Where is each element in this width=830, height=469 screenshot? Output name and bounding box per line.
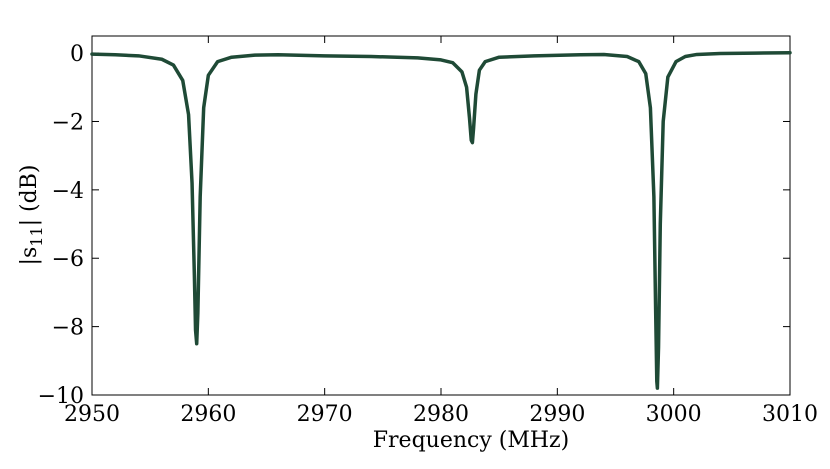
x-tick-label: 2980 xyxy=(413,402,469,427)
s11-series-line xyxy=(90,51,792,390)
y-tick-label: 0 xyxy=(70,42,84,67)
x-tick-label: 2950 xyxy=(64,402,120,427)
y-tick-label: −2 xyxy=(52,110,84,135)
x-tick-label: 3010 xyxy=(762,402,818,427)
x-tick-label: 3000 xyxy=(646,402,702,427)
y-tick-label: −6 xyxy=(52,247,84,272)
x-tick-label: 2970 xyxy=(297,402,353,427)
tick-labels: 2950 2960 2970 2980 2990 3000 3010 0 −2 −4 −6 −8 −10 xyxy=(38,42,818,427)
y-tick-label: −4 xyxy=(52,179,84,204)
y-tick-label: −10 xyxy=(38,384,84,409)
x-tick-label: 2960 xyxy=(180,402,236,427)
y-axis-label-main: |s xyxy=(17,247,42,266)
y-axis-label-sub: 11 xyxy=(27,226,46,246)
y-tick-label: −8 xyxy=(52,316,84,341)
axis-ticks xyxy=(91,36,791,396)
y-axis-label: |s11| (dB) xyxy=(17,165,46,266)
y-axis-label-rest: | (dB) xyxy=(17,165,42,227)
x-axis-label: Frequency (MHz) xyxy=(373,428,569,453)
x-tick-label: 2990 xyxy=(529,402,585,427)
